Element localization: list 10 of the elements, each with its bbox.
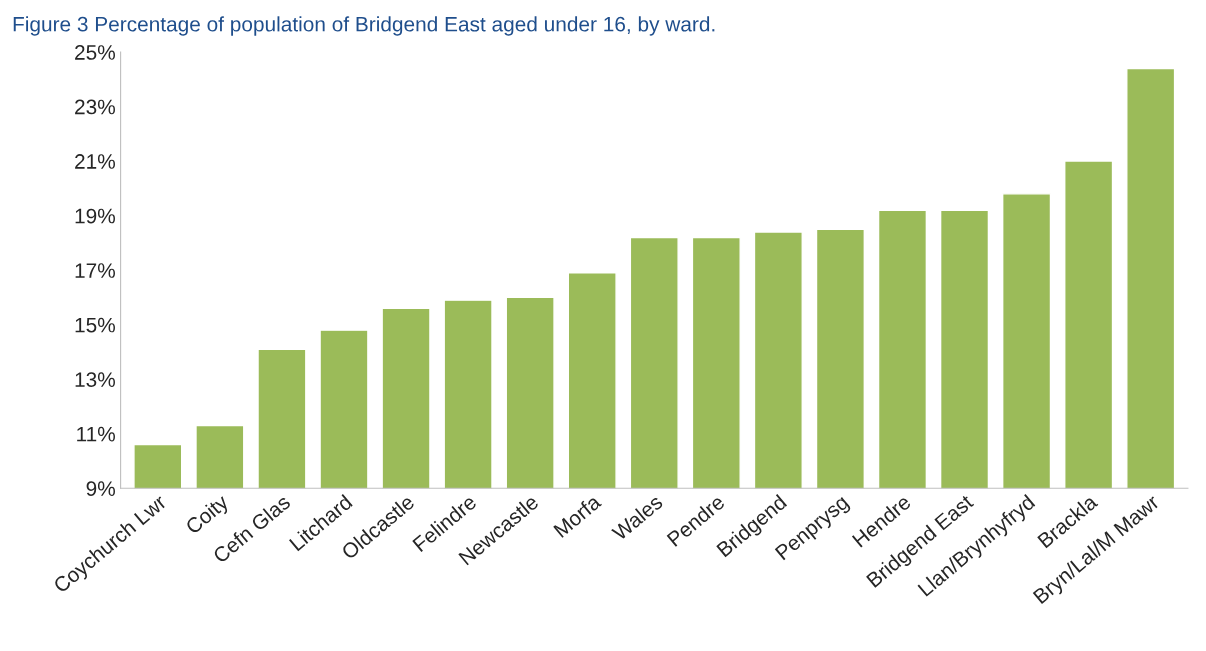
y-tick-label: 19% (75, 208, 115, 224)
y-tick-label: 23% (75, 99, 115, 115)
y-tick-label: 17% (75, 263, 115, 278)
y-tick-label: 21% (75, 154, 115, 169)
y-tick-label: 9% (86, 481, 115, 496)
y-tick-label: 15% (75, 317, 115, 333)
y-tick-label: 13% (75, 372, 115, 387)
chart-title: Figure 3 Percentage of population of Bridgend East aged under 16, by ward. (13, 16, 715, 36)
y-tick-label: 11% (77, 426, 115, 442)
y-tick-label: 25% (75, 45, 115, 60)
